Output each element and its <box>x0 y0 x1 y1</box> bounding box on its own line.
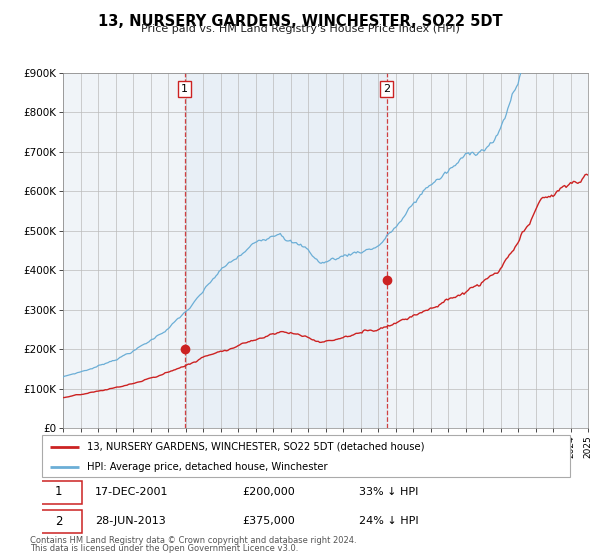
FancyBboxPatch shape <box>37 510 82 534</box>
Text: This data is licensed under the Open Government Licence v3.0.: This data is licensed under the Open Gov… <box>30 544 298 553</box>
Text: Contains HM Land Registry data © Crown copyright and database right 2024.: Contains HM Land Registry data © Crown c… <box>30 536 356 545</box>
Text: Price paid vs. HM Land Registry's House Price Index (HPI): Price paid vs. HM Land Registry's House … <box>140 24 460 34</box>
Bar <box>185 73 386 428</box>
FancyBboxPatch shape <box>42 435 570 477</box>
Text: 2: 2 <box>383 84 390 94</box>
Text: 33% ↓ HPI: 33% ↓ HPI <box>359 487 418 497</box>
Text: 17-DEC-2001: 17-DEC-2001 <box>95 487 168 497</box>
Text: 13, NURSERY GARDENS, WINCHESTER, SO22 5DT: 13, NURSERY GARDENS, WINCHESTER, SO22 5D… <box>98 14 502 29</box>
FancyBboxPatch shape <box>37 480 82 504</box>
Text: 28-JUN-2013: 28-JUN-2013 <box>95 516 166 526</box>
Text: 2: 2 <box>55 515 62 528</box>
Text: £375,000: £375,000 <box>242 516 295 526</box>
Text: £200,000: £200,000 <box>242 487 295 497</box>
Text: 1: 1 <box>55 485 62 498</box>
Text: 24% ↓ HPI: 24% ↓ HPI <box>359 516 418 526</box>
Text: 1: 1 <box>181 84 188 94</box>
Text: HPI: Average price, detached house, Winchester: HPI: Average price, detached house, Winc… <box>87 461 328 472</box>
Text: 13, NURSERY GARDENS, WINCHESTER, SO22 5DT (detached house): 13, NURSERY GARDENS, WINCHESTER, SO22 5D… <box>87 442 424 452</box>
